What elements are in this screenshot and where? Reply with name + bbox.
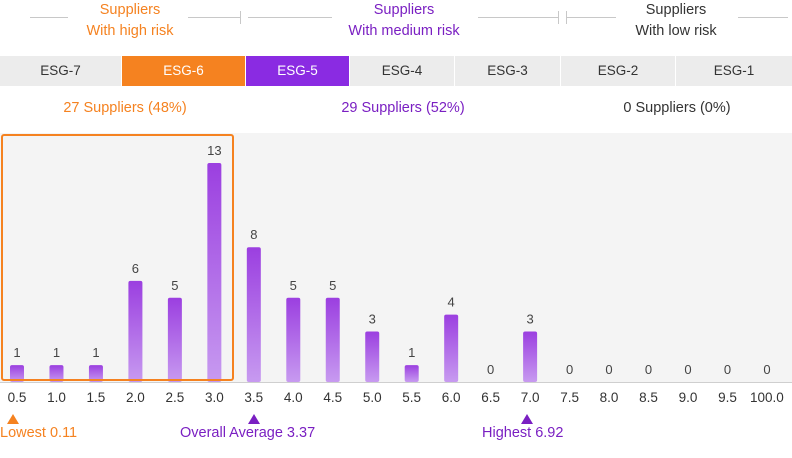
risk-group-subtitle: With high risk [86, 23, 174, 39]
x-tick-label: 3.0 [205, 390, 224, 405]
bar-0.5[interactable] [10, 365, 24, 382]
esg-tab-3[interactable]: ESG-3 [455, 56, 561, 86]
bar-value-label: 6 [132, 261, 139, 276]
bar-value-label: 0 [763, 362, 770, 377]
esg-tab-2[interactable]: ESG-2 [561, 56, 676, 86]
x-tick-label: 5.0 [363, 390, 382, 405]
bar-5.5[interactable] [404, 365, 419, 382]
bar-3.5[interactable] [246, 247, 261, 382]
x-tick-label: 4.0 [284, 390, 303, 405]
bar-value-label: 3 [369, 311, 376, 326]
bar-1.5[interactable] [88, 365, 103, 382]
risk-divider-line [738, 17, 788, 18]
bar-value-label: 0 [645, 362, 652, 377]
bar-6.0[interactable] [444, 314, 459, 382]
average-marker-icon [248, 414, 260, 424]
highest-marker-icon [521, 414, 533, 424]
x-tick-label: 2.0 [126, 390, 145, 405]
bar-4.5[interactable] [325, 297, 340, 382]
x-tick-label: 3.5 [244, 390, 263, 405]
bar-value-label: 8 [250, 227, 257, 242]
risk-group-medium: Suppliers With medium risk [322, 0, 486, 46]
supplier-count-medium: 29 Suppliers (52%) [341, 100, 465, 116]
average-marker-label: Overall Average 3.37 [180, 425, 316, 441]
risk-group-subtitle: With low risk [635, 23, 717, 39]
risk-group-title: Suppliers [99, 2, 161, 18]
risk-divider-line [30, 17, 68, 18]
x-axis-baseline [0, 382, 792, 383]
bar-4.0[interactable] [286, 297, 301, 382]
x-tick-label: 7.5 [560, 390, 579, 405]
bar-2.5[interactable] [167, 297, 182, 382]
bar-value-label: 4 [448, 295, 455, 310]
bar-value-label: 1 [92, 345, 99, 360]
supplier-count-low: 0 Suppliers (0%) [623, 100, 731, 116]
esg-tab-5[interactable]: ESG-5 [246, 56, 350, 86]
esg-tab-7[interactable]: ESG-7 [0, 56, 122, 86]
x-tick-label: 6.5 [481, 390, 500, 405]
risk-divider-tick [558, 11, 559, 24]
esg-tab-1[interactable]: ESG-1 [713, 63, 755, 78]
x-tick-label: 8.5 [639, 390, 658, 405]
lowest-marker-label: Lowest 0.11 [0, 425, 78, 441]
bar-value-label: 5 [290, 278, 297, 293]
bar-value-label: 0 [487, 362, 494, 377]
bar-value-label: 5 [171, 278, 178, 293]
x-tick-label: 9.0 [679, 390, 698, 405]
risk-divider-line [478, 17, 558, 18]
x-tick-label: 0.5 [8, 390, 27, 405]
risk-divider-line [188, 17, 240, 18]
highest-marker-label: Highest 6.92 [482, 425, 564, 441]
bar-value-label: 1 [408, 345, 415, 360]
bar-value-label: 1 [13, 345, 20, 360]
bar-value-label: 0 [566, 362, 573, 377]
risk-group-title: Suppliers [373, 2, 435, 18]
bar-3.0[interactable] [207, 163, 222, 382]
bar-1.0[interactable] [49, 365, 64, 382]
bar-2.0[interactable] [128, 280, 143, 382]
risk-group-subtitle: With medium risk [348, 23, 460, 39]
supplier-count-high: 27 Suppliers (48%) [63, 100, 187, 116]
risk-group-high: Suppliers With high risk [60, 0, 200, 46]
x-tick-label: 4.5 [323, 390, 342, 405]
bar-5.0[interactable] [365, 331, 380, 382]
x-tick-label: 1.0 [47, 390, 66, 405]
x-tick-label: 5.5 [402, 390, 421, 405]
bar-value-label: 5 [329, 278, 336, 293]
bar-value-label: 0 [724, 362, 731, 377]
lowest-marker-icon [7, 414, 19, 424]
esg-tab-6[interactable]: ESG-6 [122, 56, 246, 86]
bar-value-label: 1 [53, 345, 60, 360]
x-tick-label: 9.5 [718, 390, 737, 405]
x-tick-label: 100.0 [750, 390, 784, 405]
x-tick-label: 8.0 [600, 390, 619, 405]
x-tick-label: 1.5 [87, 390, 106, 405]
esg-level-bar: ESG-7 ESG-6 ESG-5 ESG-4 ESG-3 ESG-2 ESG-… [0, 56, 792, 86]
high-risk-highlight-box [1, 134, 234, 381]
x-tick-label: 6.0 [442, 390, 461, 405]
bar-value-label: 0 [684, 362, 691, 377]
risk-divider-line [248, 17, 332, 18]
risk-group-low: Suppliers With low risk [606, 0, 746, 46]
esg-tab-4[interactable]: ESG-4 [350, 56, 455, 86]
x-tick-label: 2.5 [165, 390, 184, 405]
risk-divider-tick [240, 11, 241, 24]
risk-divider-line [566, 17, 616, 18]
x-tick-label: 7.0 [521, 390, 540, 405]
risk-group-title: Suppliers [645, 2, 707, 18]
bar-value-label: 3 [526, 311, 533, 326]
bar-value-label: 13 [207, 143, 221, 158]
bar-value-label: 0 [605, 362, 612, 377]
bar-7.0[interactable] [523, 331, 538, 382]
